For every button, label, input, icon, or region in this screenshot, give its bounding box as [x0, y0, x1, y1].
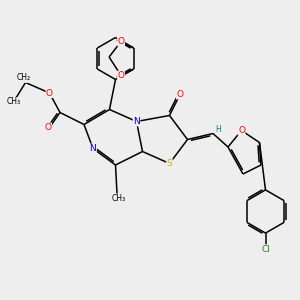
Text: S: S — [167, 159, 172, 168]
Text: CH₂: CH₂ — [17, 74, 31, 82]
Text: N: N — [90, 144, 96, 153]
Text: Cl: Cl — [261, 245, 270, 254]
Text: CH₃: CH₃ — [111, 194, 126, 203]
Text: O: O — [46, 88, 53, 98]
Text: O: O — [118, 37, 124, 46]
Text: O: O — [176, 90, 184, 99]
Text: O: O — [118, 71, 124, 80]
Text: O: O — [238, 126, 245, 135]
Text: CH₃: CH₃ — [6, 98, 21, 106]
Text: O: O — [44, 123, 52, 132]
Text: H: H — [215, 125, 221, 134]
Text: N: N — [133, 117, 140, 126]
